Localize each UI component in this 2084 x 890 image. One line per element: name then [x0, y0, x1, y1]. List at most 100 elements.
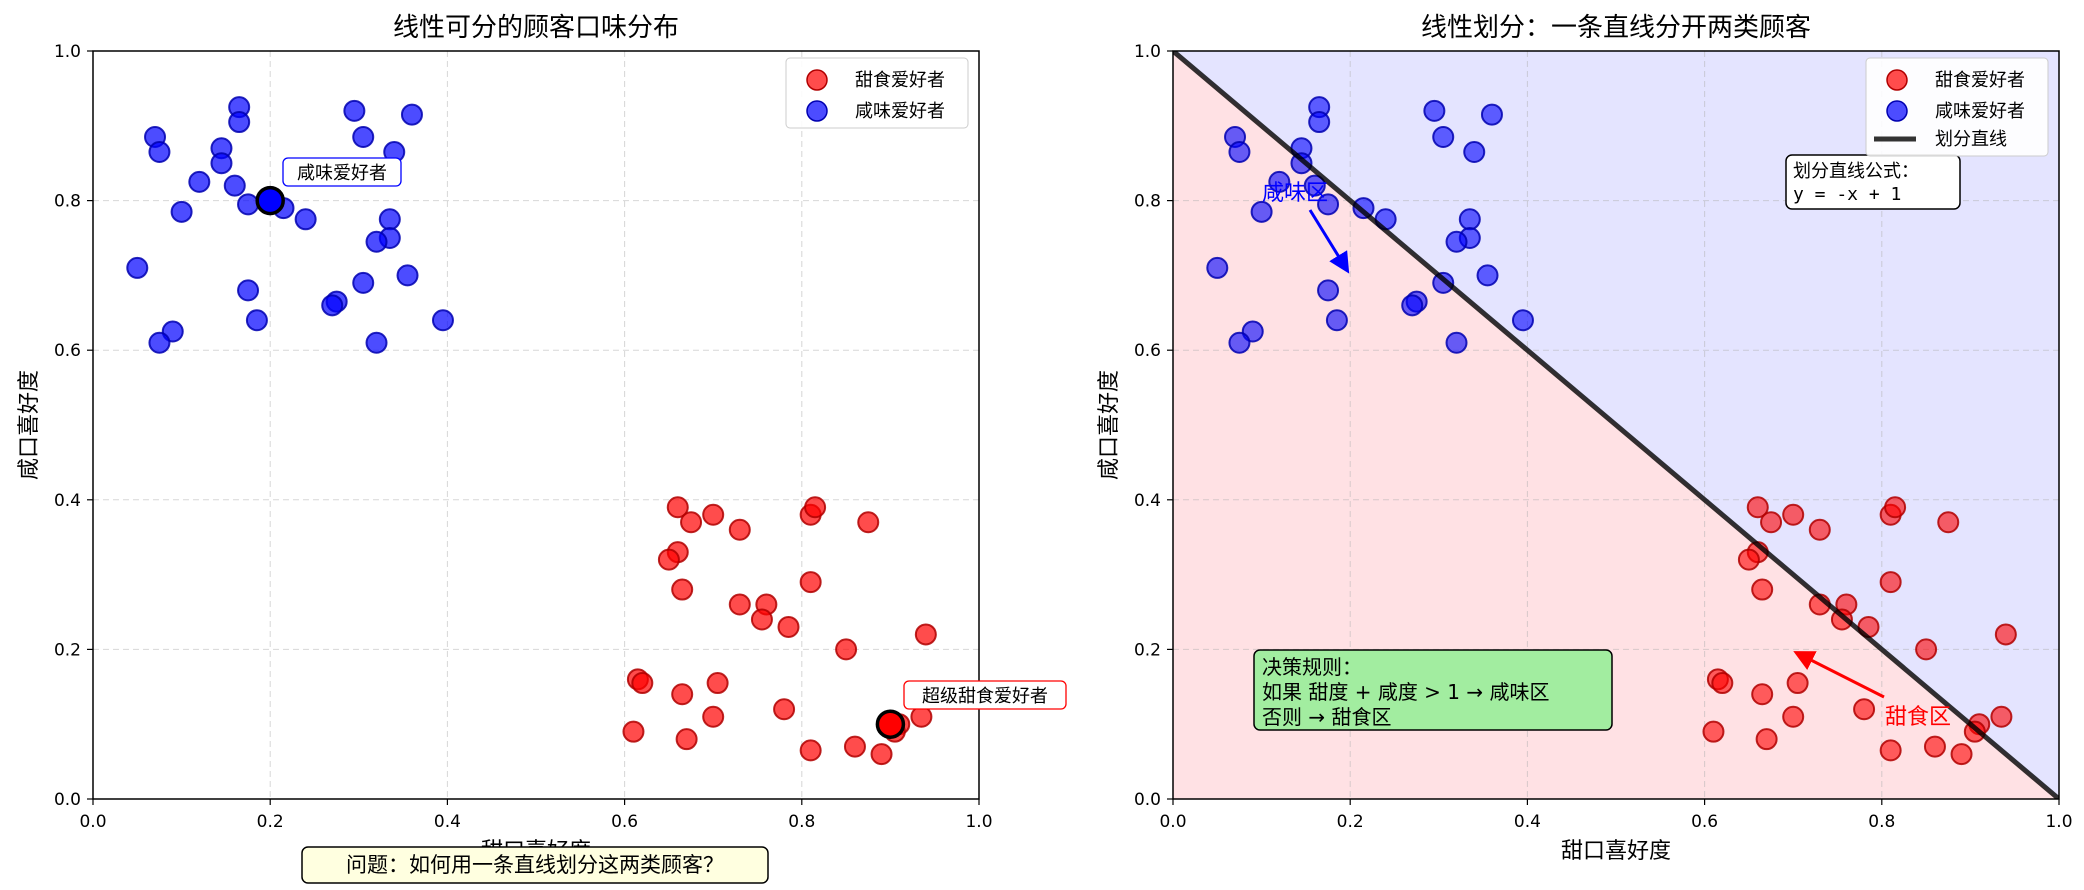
y-tick-label: 0.0	[1134, 790, 1161, 810]
legend-label-divider: 划分直线	[1935, 129, 2007, 150]
salty-point	[126, 256, 149, 279]
salty-point	[1303, 174, 1326, 197]
sweet-point	[773, 698, 796, 721]
salty-point	[1268, 170, 1291, 193]
sweet-point	[750, 608, 773, 631]
highlight-label-sweet-text: 超级甜食爱好者	[922, 686, 1048, 707]
sweet-point	[675, 728, 698, 751]
sweet-point	[1879, 739, 1902, 762]
x-tick-label: 0.6	[1691, 812, 1718, 832]
sweet-point	[1990, 705, 2013, 728]
legend-label-sweet: 甜食爱好者	[1935, 70, 2025, 91]
salty-point	[321, 294, 344, 317]
salty-point	[1480, 103, 1503, 126]
sweet-point	[857, 511, 880, 534]
decision-rule-box: 决策规则： 如果 甜度 + 咸度 > 1 → 咸味区 否则 → 甜食区	[1253, 649, 1613, 731]
x-tick-label: 0.6	[611, 812, 638, 832]
sweet-point	[671, 683, 694, 706]
y-tick-label: 0.0	[54, 790, 81, 810]
sweet-point	[1879, 571, 1902, 594]
salty-point	[245, 309, 268, 332]
sweet-point	[1782, 503, 1805, 526]
y-tick-label: 0.6	[54, 341, 81, 361]
y-tick-label: 0.2	[1134, 640, 1161, 660]
sweet-point	[1923, 735, 1946, 758]
salty-zone-arrow	[1308, 209, 1350, 274]
salty-point	[1445, 331, 1468, 354]
salty-point	[1511, 309, 1534, 332]
sweet-point	[680, 511, 703, 534]
highlight-label-sweet: 超级甜食爱好者	[903, 680, 1067, 710]
sweet-point	[835, 638, 858, 661]
chart-right-xlabel: 甜口喜好度	[1561, 839, 1671, 864]
salty-point	[1317, 193, 1340, 216]
chart-left: 线性可分的顾客口味分布 0.0 0.2 0.4 0.6 0.8 1.00.00.20.40…	[17, 13, 1067, 884]
y-tick-label: 0.6	[1134, 341, 1161, 361]
chart-right-legend: 甜食爱好者 咸味爱好者 划分直线	[1865, 57, 2049, 157]
y-tick-label: 0.4	[54, 491, 81, 511]
sweet-point	[1853, 698, 1876, 721]
decision-rule-line-1: 如果 甜度 + 咸度 > 1 → 咸味区	[1262, 680, 1550, 704]
salty-point	[1325, 309, 1348, 332]
salty-point	[1250, 200, 1273, 223]
sweet-point	[1937, 511, 1960, 534]
divider-line	[1173, 51, 2059, 799]
y-tick-label: 1.0	[54, 42, 81, 62]
salty-point	[352, 126, 375, 149]
salty-point	[1432, 126, 1455, 149]
decision-rule-title: 决策规则：	[1262, 655, 1362, 679]
salty-point	[1308, 111, 1331, 134]
sweet-point	[910, 705, 933, 728]
salty-point	[228, 111, 251, 134]
x-tick-label: 1.0	[965, 812, 992, 832]
x-tick-label: 0.4	[434, 812, 461, 832]
chart-right-ylabel: 咸口喜好度	[1097, 370, 1122, 480]
highlight-label-salty: 咸味爱好者	[282, 157, 402, 187]
sweet-point	[657, 548, 680, 571]
sweet-point	[1808, 518, 1831, 541]
y-tick-label: 0.2	[54, 640, 81, 660]
salty-point	[223, 174, 246, 197]
sweet-point	[799, 739, 822, 762]
sweet-point	[631, 672, 654, 695]
question-box: 问题：如何用一条直线划分这两类顾客？	[301, 846, 769, 884]
sweet-point	[1950, 743, 1973, 766]
x-tick-label: 0.2	[1337, 812, 1364, 832]
sweet-point	[1884, 496, 1907, 519]
salty-zone-annotation: 咸味区	[1262, 181, 1350, 274]
salty-point	[1476, 264, 1499, 287]
x-tick-label: 0.0	[1159, 812, 1186, 832]
chart-left-title: 线性可分的顾客口味分布	[393, 13, 679, 43]
salty-point	[170, 200, 193, 223]
legend-marker-salty	[1886, 100, 1908, 122]
sweet-point	[1994, 623, 2017, 646]
chart-right-title: 线性划分：一条直线分开两类顾客	[1421, 13, 1811, 43]
salty-point	[148, 331, 171, 354]
chart-right-ticks: 0.0 0.2 0.4 0.6 0.8 1.0 0.0 0.2 0.4 0.6 0.8 1.0	[1134, 42, 2073, 832]
salty-point	[378, 208, 401, 231]
sweet-point	[671, 578, 694, 601]
chart-left-legend: 甜食爱好者 咸味爱好者	[785, 57, 969, 129]
legend-label-salty: 咸味爱好者	[855, 101, 945, 122]
sweet-zone-arrow	[1793, 651, 1885, 699]
sweet-point	[843, 735, 866, 758]
y-tick-label: 0.4	[1134, 491, 1161, 511]
salty-point	[294, 208, 317, 231]
salty-point	[1445, 230, 1468, 253]
salty-point	[365, 331, 388, 354]
chart-left-ticks: 0.0 0.2 0.4 0.6 0.8 1.0 0.0 0.2 0.4 0.6 0.8 1.0	[54, 42, 993, 832]
salty-point	[1401, 294, 1424, 317]
sweet-point	[666, 496, 689, 519]
highlight-point-sweet	[875, 709, 906, 739]
legend-label-salty: 咸味爱好者	[1935, 101, 2025, 122]
x-tick-label: 0.0	[79, 812, 106, 832]
sweet-point	[914, 623, 937, 646]
legend-marker-salty	[806, 100, 828, 122]
sweet-point	[1711, 672, 1734, 695]
y-tick-label: 0.8	[1134, 192, 1161, 212]
sweet-point	[1786, 672, 1809, 695]
x-tick-label: 0.4	[1514, 812, 1541, 832]
salty-point	[352, 271, 375, 294]
salty-point	[1228, 331, 1251, 354]
salty-point	[1463, 140, 1486, 163]
